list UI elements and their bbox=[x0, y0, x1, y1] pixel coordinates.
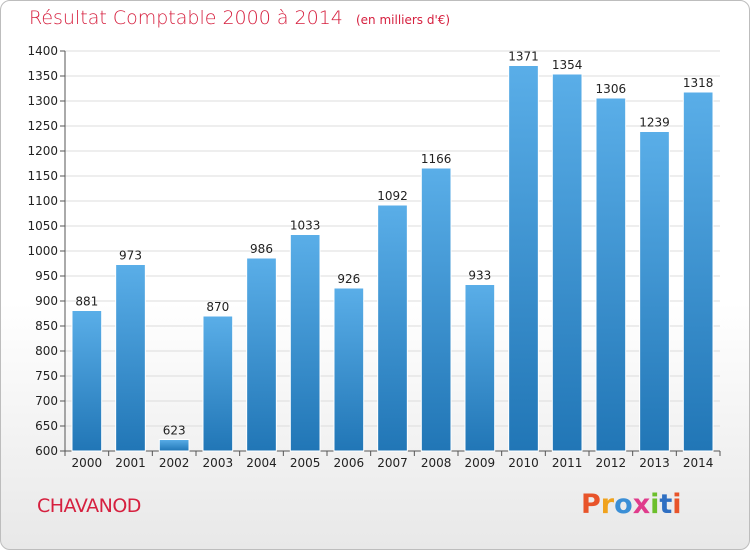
bar-2006 bbox=[333, 287, 365, 452]
y-tick-label: 850 bbox=[35, 319, 58, 333]
value-label: 881 bbox=[75, 295, 98, 309]
logo-letter: i bbox=[672, 489, 682, 520]
y-tick-label: 650 bbox=[35, 419, 58, 433]
logo-letter: i bbox=[650, 489, 660, 520]
y-tick-label: 1200 bbox=[27, 144, 58, 158]
value-label: 623 bbox=[163, 424, 186, 438]
bar-2002 bbox=[158, 439, 190, 452]
x-tick-label: 2000 bbox=[72, 456, 103, 470]
chart-title: Résultat Comptable 2000 à 2014 bbox=[29, 7, 343, 29]
x-tick-label: 2008 bbox=[421, 456, 452, 470]
x-tick-label: 2002 bbox=[159, 456, 190, 470]
bar-2007 bbox=[377, 204, 408, 452]
x-tick-label: 2007 bbox=[377, 456, 408, 470]
y-tick-label: 600 bbox=[35, 444, 58, 458]
commune-name: CHAVANOD bbox=[37, 495, 141, 517]
axes: 600 650 700 750 800 850 900 950 1000 1050 1100 1150… bbox=[27, 44, 721, 458]
value-label: 1371 bbox=[508, 50, 539, 64]
bar-2001 bbox=[115, 264, 146, 452]
logo-letter: P bbox=[581, 489, 601, 520]
y-tick-label: 1400 bbox=[27, 44, 58, 58]
value-label: 986 bbox=[250, 242, 273, 256]
bars bbox=[71, 65, 714, 452]
value-label: 973 bbox=[119, 249, 142, 263]
x-tick-label: 2011 bbox=[552, 456, 583, 470]
value-label: 1092 bbox=[377, 189, 408, 203]
y-tick-label: 750 bbox=[35, 369, 58, 383]
bar-2000 bbox=[71, 310, 103, 452]
value-label: 1033 bbox=[290, 219, 321, 233]
y-tick-label: 1300 bbox=[27, 94, 58, 108]
chart-subtitle: (en milliers d'€) bbox=[355, 13, 451, 27]
bar-2010 bbox=[508, 65, 539, 452]
value-label: 1306 bbox=[596, 82, 627, 96]
value-label: 1166 bbox=[421, 152, 452, 166]
x-tick-label: 2006 bbox=[334, 456, 365, 470]
y-tick-label: 1000 bbox=[27, 244, 58, 258]
x-tick-label: 2013 bbox=[639, 456, 670, 470]
y-tick-label: 1100 bbox=[27, 194, 58, 208]
y-tick-label: 1150 bbox=[27, 169, 58, 183]
value-label: 870 bbox=[206, 300, 229, 314]
value-label: 1239 bbox=[639, 116, 670, 130]
y-tick-label: 1050 bbox=[27, 219, 58, 233]
y-tick-label: 800 bbox=[35, 344, 58, 358]
x-tick-label: 2014 bbox=[683, 456, 714, 470]
labels: 2000 881 2001 973 2002 623 2003 870 2004 986 2005 1… bbox=[72, 50, 714, 471]
bar-2013 bbox=[639, 131, 670, 452]
bar-2005 bbox=[289, 234, 321, 452]
value-label: 1354 bbox=[552, 58, 583, 72]
y-tick-label: 900 bbox=[35, 294, 58, 308]
value-label: 1318 bbox=[683, 76, 714, 90]
logo-letter: x bbox=[632, 489, 651, 520]
bar-2004 bbox=[246, 257, 277, 452]
bar-2011 bbox=[551, 73, 583, 452]
logo-letter: r bbox=[600, 489, 615, 520]
bar-2012 bbox=[595, 97, 627, 452]
bar-2014 bbox=[682, 91, 714, 452]
x-tick-label: 2012 bbox=[596, 456, 627, 470]
y-tick-label: 950 bbox=[35, 269, 58, 283]
value-label: 926 bbox=[337, 272, 360, 286]
x-tick-label: 2005 bbox=[290, 456, 321, 470]
bar-2009 bbox=[464, 284, 496, 452]
value-label: 933 bbox=[468, 269, 491, 283]
x-tick-label: 2010 bbox=[508, 456, 539, 470]
x-tick-label: 2001 bbox=[115, 456, 146, 470]
y-tick-label: 1250 bbox=[27, 119, 58, 133]
x-tick-label: 2003 bbox=[203, 456, 234, 470]
y-tick-label: 1350 bbox=[27, 69, 58, 83]
logo-letter: o bbox=[614, 489, 633, 520]
proxiti-logo: Proxiti bbox=[581, 489, 682, 520]
bar-2008 bbox=[420, 167, 452, 452]
logo-letter: t bbox=[659, 489, 673, 520]
chart-title-row: Résultat Comptable 2000 à 2014 (en milli… bbox=[29, 7, 450, 29]
y-tick-label: 700 bbox=[35, 394, 58, 408]
bar-2003 bbox=[202, 315, 234, 452]
x-tick-label: 2004 bbox=[246, 456, 277, 470]
x-tick-label: 2009 bbox=[465, 456, 496, 470]
